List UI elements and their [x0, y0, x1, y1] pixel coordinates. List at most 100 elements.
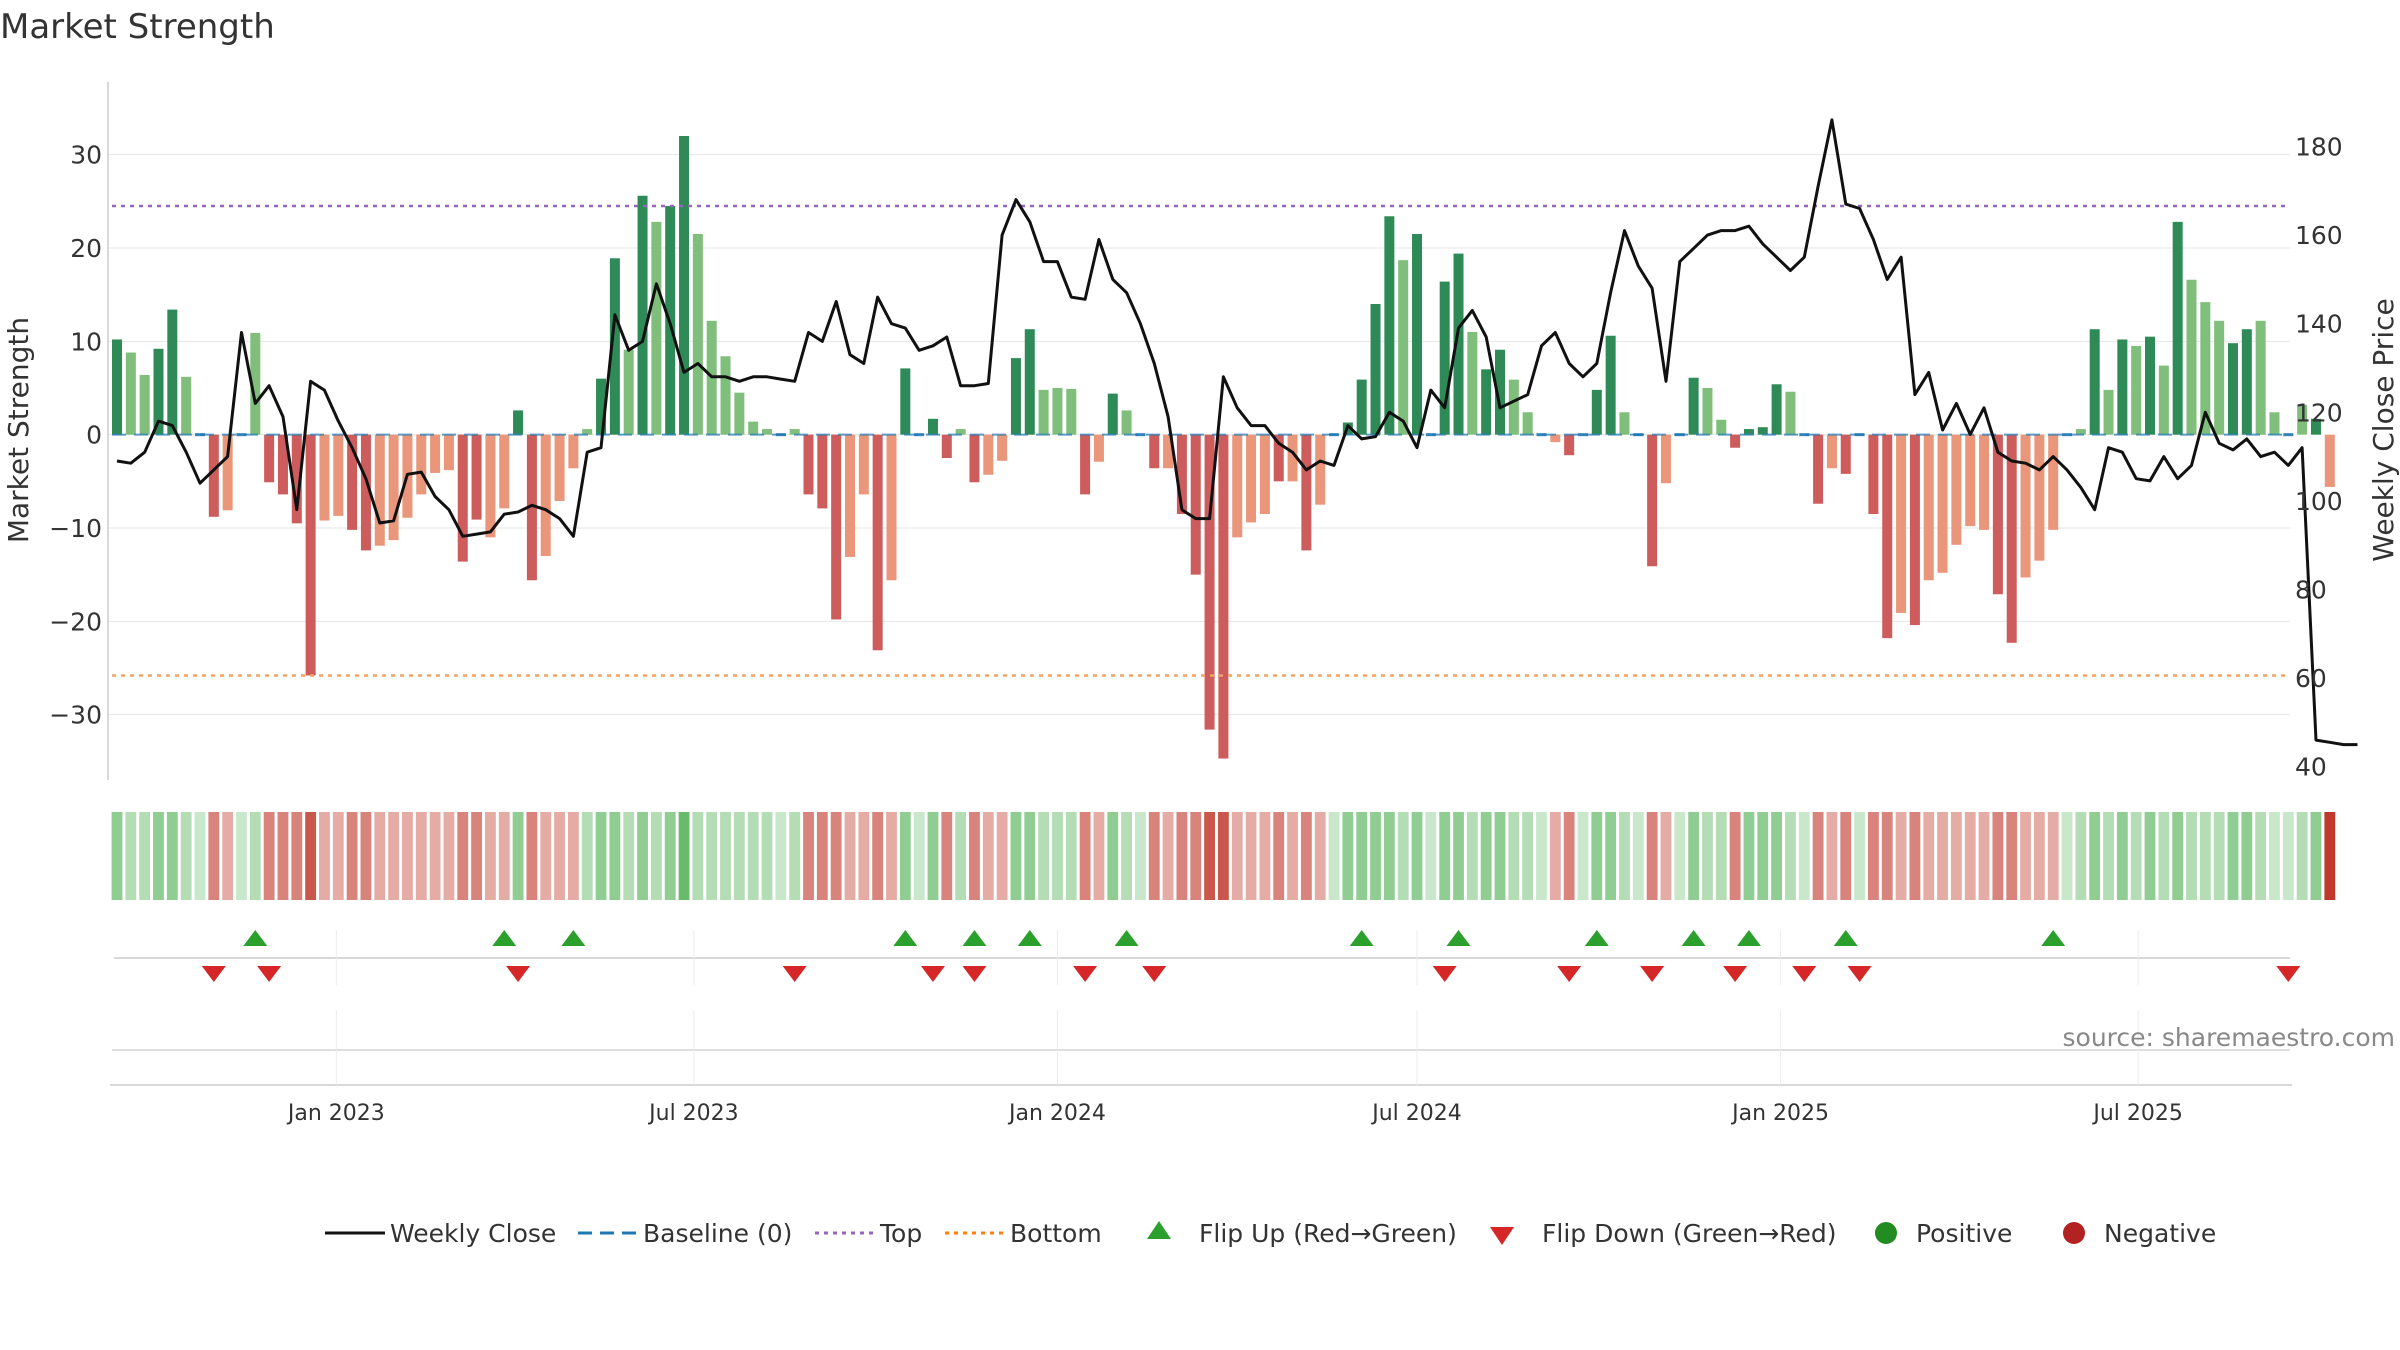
- source-note: source: sharemaestro.com: [2063, 1023, 2396, 1052]
- heat-band-cell: [1702, 812, 1713, 900]
- heat-band-cell: [512, 812, 524, 900]
- heat-band-cell: [484, 812, 496, 900]
- x-tick-label: Jul 2024: [1370, 1101, 1462, 1126]
- strength-bar: [734, 392, 745, 435]
- right-tick-label: 100: [2295, 487, 2343, 516]
- heat-band-cell: [277, 812, 289, 900]
- strength-bars: [112, 136, 2335, 759]
- legend: Weekly Close Baseline (0) Top Bottom Flip Up…: [325, 1219, 2216, 1248]
- strength-bar: [291, 434, 302, 524]
- heat-band-cell: [720, 812, 731, 900]
- strength-bar: [997, 434, 1008, 461]
- strength-bar: [2020, 434, 2031, 578]
- heat-band-cell: [1785, 812, 1796, 900]
- strength-bar: [347, 434, 358, 530]
- strength-bar: [1481, 369, 1492, 435]
- heat-band-cell: [2130, 812, 2142, 900]
- strength-bar: [1093, 434, 1104, 462]
- heat-band-cell: [1231, 812, 1243, 900]
- flip-up-marker: [1833, 930, 1858, 946]
- right-axis-label: Weekly Close Price: [2367, 298, 2400, 561]
- heat-band-cell: [1688, 812, 1700, 900]
- heat-band-cell: [2269, 812, 2280, 900]
- heat-band-cell: [1619, 812, 1630, 900]
- flip-down-marker: [2276, 966, 2301, 982]
- flip-down-marker: [962, 966, 987, 982]
- strength-bar: [1412, 234, 1423, 435]
- flip-down-marker: [782, 966, 807, 982]
- strength-bar: [1508, 379, 1519, 435]
- strength-bar: [1370, 304, 1381, 435]
- strength-bar: [554, 434, 565, 501]
- heat-band-cell: [678, 812, 690, 900]
- strength-bar: [886, 434, 897, 581]
- strength-bar: [1660, 434, 1671, 484]
- x-tick-label: Jan 2023: [286, 1101, 385, 1126]
- strength-bar: [1813, 434, 1824, 504]
- strength-bar: [167, 309, 178, 435]
- strength-bar: [526, 434, 537, 581]
- heat-band-cell: [554, 812, 565, 900]
- heat-band-cell: [664, 812, 676, 900]
- threshold-lines: [112, 204, 2290, 677]
- heat-band-cell: [471, 812, 482, 900]
- heat-band-cell: [1480, 812, 1492, 900]
- heat-band-cell: [1812, 812, 1824, 900]
- strength-bar: [1951, 434, 1962, 545]
- strength-bar: [858, 434, 869, 495]
- strength-bar: [1135, 433, 1146, 437]
- heat-band-cell: [153, 812, 164, 900]
- x-axis: Jan 2023 Jul 2023 Jan 2024 Jul 2024 Jan 2025…: [286, 930, 2183, 1126]
- heat-band-cell: [955, 812, 967, 900]
- heat-band-cell: [1895, 812, 1907, 900]
- heat-band-cell: [1107, 812, 1119, 900]
- strength-bar: [1799, 433, 1810, 437]
- strength-bar: [2241, 329, 2252, 435]
- heat-band-cell: [1950, 812, 1962, 900]
- strength-bar: [1757, 427, 1768, 435]
- weekly-close-series: [116, 118, 2358, 747]
- strength-bar: [139, 374, 150, 435]
- heat-band-cell: [1632, 812, 1644, 900]
- strength-bar: [1937, 434, 1948, 573]
- strength-bar: [1577, 433, 1588, 437]
- heat-band-cell: [2324, 812, 2336, 900]
- strength-bar: [2075, 429, 2086, 435]
- strength-bar: [803, 434, 814, 495]
- strength-bar: [2324, 434, 2335, 487]
- strength-heat-band: [111, 812, 2336, 900]
- strength-bar: [2283, 433, 2294, 437]
- legend-flip-up-swatch: [1147, 1221, 1171, 1239]
- strength-bar: [1619, 412, 1630, 435]
- left-tick-label: 30: [70, 141, 102, 170]
- heat-band-cell: [319, 812, 330, 900]
- strength-bar: [762, 429, 773, 435]
- strength-bar: [2255, 320, 2266, 435]
- heat-band-cell: [2241, 812, 2253, 900]
- strength-bar: [1080, 434, 1091, 495]
- heat-band-cell: [1909, 812, 1921, 900]
- strength-bar: [2172, 221, 2183, 435]
- heat-band-cell: [1439, 812, 1451, 900]
- heat-band-cell: [816, 812, 828, 900]
- heat-band-cell: [2296, 812, 2308, 900]
- legend-circle-swatch: [2063, 1222, 2085, 1244]
- heat-band-cell: [2199, 812, 2211, 900]
- flip-up-marker: [1017, 930, 1042, 946]
- heat-band-cell: [360, 812, 372, 900]
- heat-band-cell: [1425, 812, 1437, 900]
- heat-band-cell: [139, 812, 151, 900]
- heat-band-cell: [1867, 812, 1879, 900]
- strength-bar: [2048, 434, 2059, 530]
- heat-band-cell: [1121, 812, 1133, 900]
- strength-bar: [1204, 434, 1215, 730]
- strength-bar: [1273, 434, 1284, 482]
- heat-band-cell: [1577, 812, 1589, 900]
- heat-band-cell: [830, 812, 842, 900]
- strength-bar: [1467, 332, 1478, 435]
- legend-label: Flip Down (Green→Red): [1542, 1219, 1837, 1248]
- strength-bar: [1992, 434, 2003, 595]
- strength-bar: [388, 434, 399, 541]
- heat-band-cell: [1508, 812, 1520, 900]
- strength-bar: [623, 349, 634, 435]
